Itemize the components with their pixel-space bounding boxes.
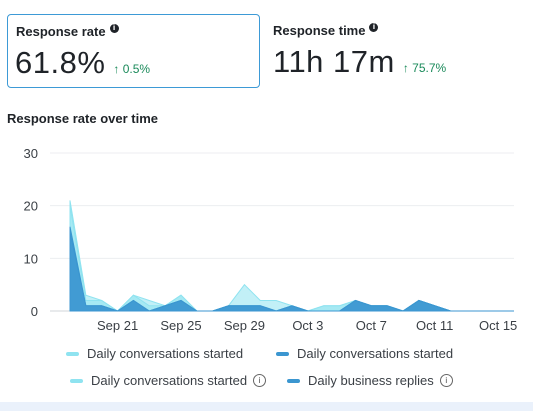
series-area (69, 200, 514, 312)
legend-item[interactable]: Daily conversations started (66, 346, 243, 361)
y-tick-label: 20 (24, 199, 38, 214)
x-tick-label: Oct 3 (292, 318, 323, 333)
x-tick-label: Sep 21 (97, 318, 138, 333)
series-area (69, 231, 514, 312)
info-icon[interactable]: i (369, 23, 379, 32)
legend-item[interactable]: Daily conversations started i (70, 373, 267, 388)
x-tick-label: Sep 25 (160, 318, 201, 333)
legend-label: Daily conversations started (87, 346, 244, 361)
y-tick-label: 10 (24, 251, 38, 266)
response-time-delta: ↑ 75.7% (402, 61, 447, 75)
legend-swatch (276, 351, 289, 356)
legend-swatch (66, 351, 79, 356)
y-tick-label: 0 (31, 304, 38, 319)
response-rate-card[interactable]: Response rate i 61.8% ↑ 0.5% (7, 14, 260, 88)
response-rate-title-wrap: Response rate i (16, 24, 119, 39)
x-tick-label: Oct 7 (356, 318, 387, 333)
legend-label: Daily business replies (308, 373, 434, 388)
chart-title: Response rate over time (7, 111, 159, 126)
info-icon[interactable]: i (109, 24, 119, 33)
legend-item[interactable]: Daily business replies i (287, 373, 453, 388)
legend-label: Daily conversations started (297, 346, 454, 361)
response-rate-delta: ↑ 0.5% (113, 62, 151, 76)
info-icon[interactable]: i (253, 374, 267, 387)
legend-swatch (70, 378, 83, 383)
response-time-metric: 11h 17m ↑ 75.7% (273, 44, 446, 80)
legend-item[interactable]: Daily conversations started (276, 346, 453, 361)
legend-swatch (287, 378, 300, 383)
response-time-title: Response time (273, 23, 366, 38)
response-rate-metric: 61.8% ↑ 0.5% (15, 45, 150, 81)
response-rate-title: Response rate (16, 24, 106, 39)
info-icon[interactable]: i (439, 374, 453, 387)
x-tick-label: Oct 15 (479, 318, 517, 333)
response-rate-value: 61.8% (15, 45, 106, 80)
response-time-value: 11h 17m (273, 44, 395, 79)
legend-label: Daily conversations started (91, 373, 248, 388)
bottom-strip (0, 402, 533, 411)
response-time-card[interactable]: Response time i 11h 17m ↑ 75.7% (266, 14, 506, 88)
response-time-title-wrap: Response time i (273, 23, 379, 38)
x-tick-label: Sep 29 (224, 318, 265, 333)
response-rate-chart: 0 10 20 30 Sep 21 Sep 25 Sep 29 Oct 3 Oct 7 Oct 1… (24, 146, 518, 333)
y-tick-label: 30 (24, 146, 38, 161)
x-tick-label: Oct 11 (416, 318, 453, 333)
